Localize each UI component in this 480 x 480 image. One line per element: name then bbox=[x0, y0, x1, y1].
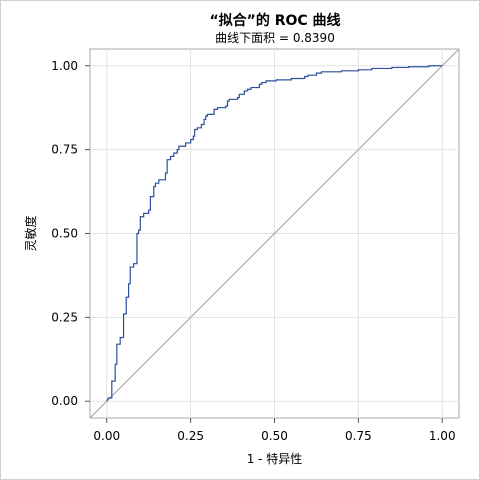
y-tick-labels: 0.00 0.25 0.50 0.75 1.00 bbox=[51, 59, 78, 408]
reference-diagonal-line bbox=[89, 48, 460, 419]
x-tick-label: 0.00 bbox=[93, 429, 120, 443]
chart-title: “拟合”的 ROC 曲线 bbox=[209, 12, 340, 29]
y-tick-label: 0.50 bbox=[51, 227, 78, 241]
x-tick-label: 0.50 bbox=[261, 429, 288, 443]
y-axis-label: 灵敏度 bbox=[23, 215, 38, 251]
chart-subtitle: 曲线下面积 = 0.8390 bbox=[215, 31, 335, 45]
x-axis-label: 1 - 特异性 bbox=[247, 451, 303, 466]
y-tick-label: 1.00 bbox=[51, 59, 78, 73]
y-tick-label: 0.00 bbox=[51, 394, 78, 408]
y-tick-label: 0.75 bbox=[51, 143, 78, 157]
x-tick-labels: 0.00 0.25 0.50 0.75 1.00 bbox=[93, 429, 455, 443]
chart-series bbox=[89, 48, 460, 419]
roc-curve-line bbox=[106, 65, 443, 402]
x-tick-label: 0.75 bbox=[345, 429, 372, 443]
tick-marks bbox=[85, 65, 443, 423]
x-tick-label: 0.25 bbox=[177, 429, 204, 443]
x-tick-label: 1.00 bbox=[429, 429, 456, 443]
y-tick-label: 0.25 bbox=[51, 310, 78, 324]
